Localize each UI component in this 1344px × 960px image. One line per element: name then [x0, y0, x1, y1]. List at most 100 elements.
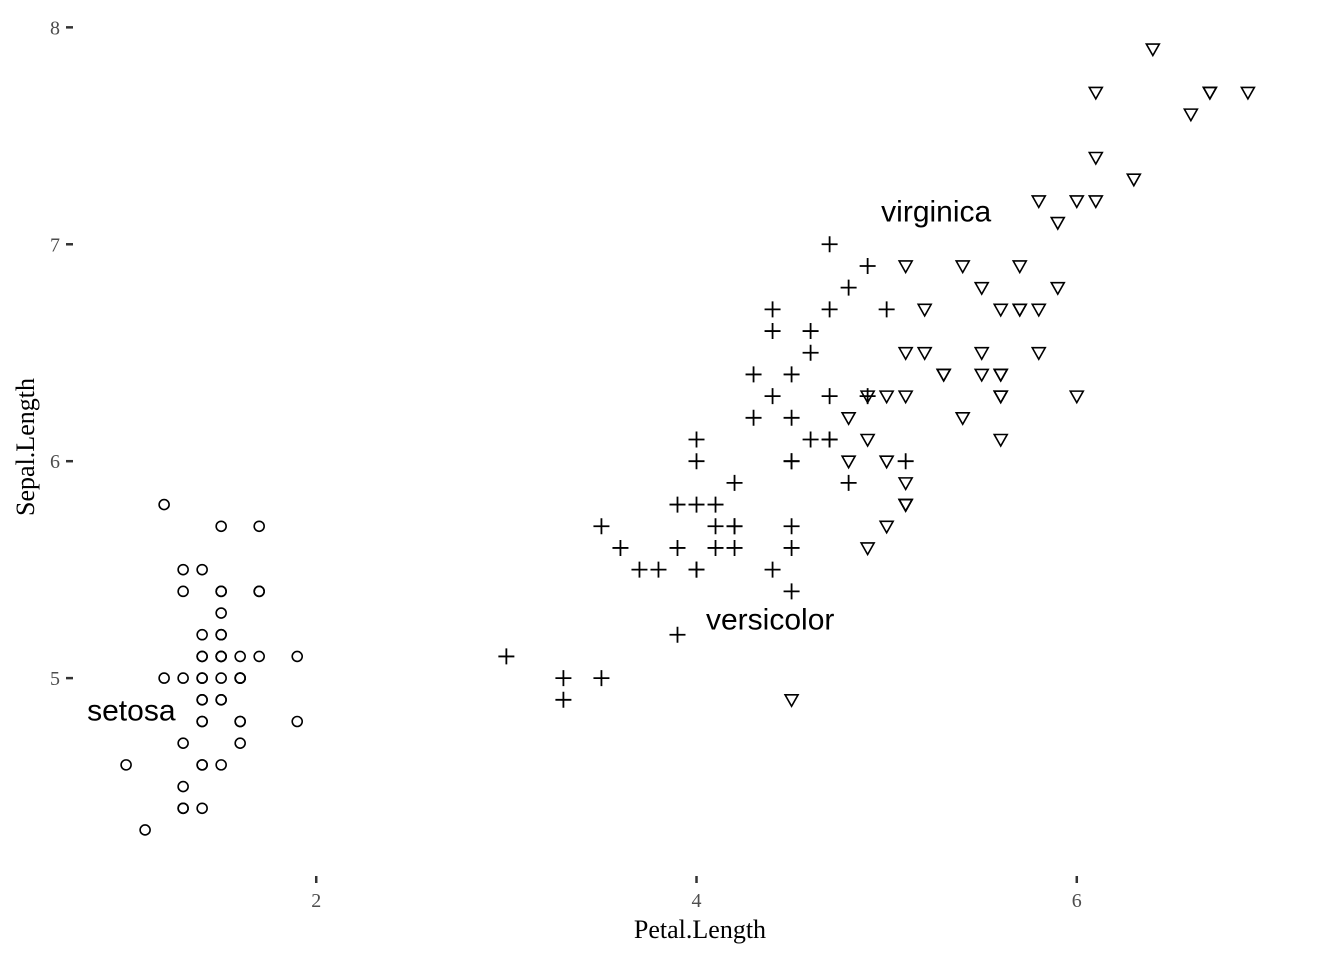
- circle-point: [158, 498, 170, 511]
- triangle-point: [783, 694, 800, 708]
- circle-point: [196, 715, 208, 728]
- triangle-point: [859, 433, 876, 448]
- circle-point: [291, 715, 304, 728]
- plus-point: [669, 496, 686, 513]
- plus-point: [802, 431, 819, 448]
- triangle-point: [1011, 303, 1028, 318]
- y-tick-label: 5: [50, 668, 60, 690]
- triangle-point: [1049, 216, 1066, 231]
- circle-point: [253, 650, 265, 663]
- triangle-point: [878, 390, 895, 405]
- circle-point: [253, 585, 265, 598]
- triangle-point: [916, 303, 933, 318]
- plus-point: [802, 344, 819, 361]
- triangle-point: [992, 390, 1009, 405]
- triangle-point: [973, 281, 990, 296]
- plus-point: [783, 366, 800, 383]
- plus-point: [669, 626, 686, 643]
- plus-point: [897, 453, 914, 470]
- plus-point: [745, 409, 762, 426]
- triangle-point: [897, 498, 914, 513]
- plus-point: [726, 474, 743, 491]
- plus-point: [802, 323, 819, 340]
- circle-point: [196, 650, 208, 663]
- triangle-point: [992, 368, 1009, 383]
- triangle-point: [878, 520, 895, 535]
- plus-point: [840, 279, 857, 296]
- circle-point: [215, 607, 227, 619]
- plus-point: [688, 561, 705, 578]
- circle-point: [215, 520, 227, 533]
- triangle-point: [992, 433, 1009, 448]
- plus-point: [783, 453, 800, 470]
- plus-point: [821, 236, 838, 253]
- triangle-point: [1182, 108, 1199, 123]
- circle-point: [196, 628, 208, 641]
- triangle-point: [992, 303, 1009, 318]
- triangle-point: [992, 390, 1009, 405]
- circle-point: [234, 715, 246, 728]
- triangle-point: [954, 412, 971, 426]
- plus-point: [650, 561, 667, 578]
- triangle-point: [1087, 86, 1104, 101]
- circle-point: [291, 650, 304, 663]
- plus-point: [498, 648, 515, 665]
- triangle-point: [897, 260, 914, 275]
- plus-point: [821, 431, 838, 448]
- plus-point: [707, 496, 724, 513]
- plus-point: [783, 539, 800, 556]
- triangle-point: [973, 368, 990, 383]
- triangle-point: [1087, 151, 1104, 166]
- triangle-point: [897, 390, 914, 405]
- circle-point: [215, 650, 227, 663]
- plus-point: [764, 388, 781, 405]
- plus-point: [707, 518, 724, 535]
- circle-point: [177, 563, 189, 576]
- circle-point: [215, 694, 227, 706]
- plus-point: [555, 670, 572, 687]
- triangle-point: [1011, 260, 1028, 275]
- triangle-point: [973, 346, 990, 361]
- y-tick-label: 7: [50, 234, 60, 256]
- triangle-point: [1125, 173, 1142, 188]
- plus-point: [783, 518, 800, 535]
- circle-point: [196, 694, 208, 706]
- circle-point: [215, 759, 227, 771]
- circle-point: [196, 672, 208, 684]
- triangle-point: [1030, 195, 1047, 210]
- triangle-point: [897, 498, 914, 513]
- triangle-point: [859, 390, 876, 405]
- triangle-point: [840, 412, 857, 426]
- plus-point: [688, 431, 705, 448]
- triangle-point: [935, 368, 952, 383]
- plus-point: [764, 561, 781, 578]
- triangle-point: [935, 368, 952, 383]
- y-axis-title: Sepal.Length: [11, 378, 40, 516]
- plus-point: [593, 518, 610, 535]
- circle-point: [234, 737, 246, 749]
- circle-point: [177, 737, 189, 749]
- circle-point: [196, 802, 208, 815]
- triangle-point: [1202, 86, 1218, 101]
- triangle-point: [1068, 390, 1085, 405]
- triangle-point: [954, 260, 971, 275]
- circle-point: [177, 585, 189, 598]
- triangle-point: [1030, 346, 1047, 361]
- plus-point: [688, 453, 705, 470]
- plus-point: [593, 670, 610, 687]
- circle-point: [177, 672, 189, 684]
- x-tick-label: 2: [311, 890, 321, 912]
- x-tick-label: 4: [692, 890, 702, 912]
- triangle-point: [1144, 43, 1161, 58]
- circle-point: [234, 650, 246, 663]
- plus-point: [840, 474, 857, 491]
- plus-point: [612, 539, 629, 556]
- group-label-setosa: setosa: [87, 695, 176, 728]
- triangle-point: [1202, 86, 1218, 101]
- triangle-point: [859, 542, 876, 557]
- triangle-point: [897, 498, 914, 513]
- plus-point: [631, 561, 648, 578]
- group-labels: setosa versicolor virginica: [87, 196, 991, 728]
- circle-point: [177, 780, 189, 793]
